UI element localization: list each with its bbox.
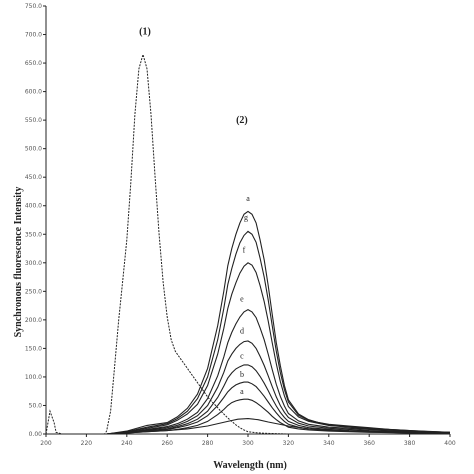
curve-letter-label: f xyxy=(243,246,246,255)
y-tick-label: 0.00 xyxy=(29,431,43,438)
y-axis-ticks: 0.00 50.0 100.0 150.0 200.0 250.0 300.0 350.0 40… xyxy=(25,3,46,438)
y-tick-label: 600.0 xyxy=(25,89,42,96)
y-tick-label: 350.0 xyxy=(25,231,42,238)
y-tick-label: 450.0 xyxy=(25,174,42,181)
curve-letter-label: d xyxy=(240,327,244,336)
spectra-curves xyxy=(45,52,451,435)
y-axis-title: Synchronous fluorescence Intensity xyxy=(13,187,24,338)
spectrum-line-1 xyxy=(45,52,450,435)
spectrum-line-7 xyxy=(106,364,451,435)
y-tick-label: 150.0 xyxy=(25,345,42,352)
x-tick-label: 240 xyxy=(121,440,133,447)
curve-letter-label: a xyxy=(240,387,244,396)
spectrum-line-5 xyxy=(106,308,451,435)
y-tick-label: 250.0 xyxy=(25,288,42,295)
curve-letter-label: c xyxy=(240,352,244,361)
y-tick-label: 650.0 xyxy=(25,60,42,67)
x-axis-title: Wavelength (nm) xyxy=(213,460,287,471)
x-tick-label: 220 xyxy=(81,440,93,447)
y-tick-label: 100.0 xyxy=(25,374,42,381)
x-tick-label: 360 xyxy=(363,440,375,447)
x-tick-label: 280 xyxy=(202,440,214,447)
y-tick-label: 400.0 xyxy=(25,203,42,210)
x-tick-label: 400 xyxy=(444,440,456,447)
curve-letter-label: e xyxy=(240,295,244,304)
x-tick-label: 320 xyxy=(283,440,295,447)
y-tick-label: 550.0 xyxy=(25,117,42,124)
spectrum-line-6 xyxy=(106,340,451,435)
spectrum-line-2 xyxy=(106,210,451,435)
x-tick-label: 380 xyxy=(404,440,416,447)
y-tick-label: 300.0 xyxy=(25,260,42,267)
x-tick-label: 300 xyxy=(242,440,254,447)
y-tick-label: 50.0 xyxy=(29,402,43,409)
curve-letter-label: b xyxy=(240,370,244,379)
x-tick-label: 200 xyxy=(40,440,52,447)
y-tick-label: 750.0 xyxy=(25,3,42,10)
spectrum-line-10 xyxy=(106,418,451,435)
spectrum-line-9 xyxy=(106,398,451,435)
spectrum-line-4 xyxy=(106,262,451,435)
curve-letter-label: a xyxy=(246,194,250,203)
x-axis-ticks: 200 220 240 260 280 300 320 340 360 380 400 xyxy=(40,434,456,447)
group-label-2: (2) xyxy=(236,115,248,126)
x-tick-label: 340 xyxy=(323,440,335,447)
x-tick-label: 260 xyxy=(161,440,173,447)
group-label-1: (1) xyxy=(139,27,151,38)
y-tick-label: 500.0 xyxy=(25,146,42,153)
spectrum-line-3 xyxy=(106,230,451,435)
y-tick-label: 200.0 xyxy=(25,317,42,324)
y-tick-label: 700.0 xyxy=(25,32,42,39)
curve-letter-label: g xyxy=(244,213,248,222)
chart-frame xyxy=(45,6,450,435)
